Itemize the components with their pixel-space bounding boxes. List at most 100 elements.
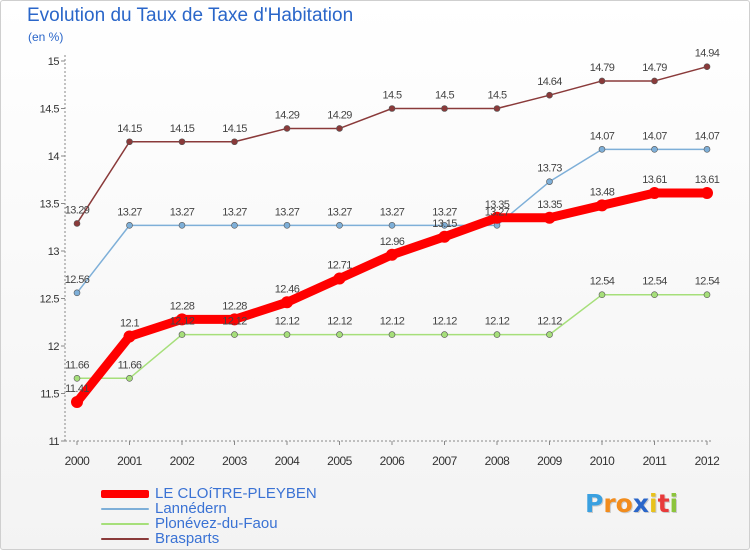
x-tick-label: 2008 bbox=[485, 454, 511, 468]
chart-title: Evolution du Taux de Taxe d'Habitation bbox=[27, 5, 354, 26]
y-tick-label: 11 bbox=[49, 436, 60, 448]
data-label: 12.12 bbox=[537, 316, 562, 328]
data-point bbox=[283, 125, 291, 132]
data-label: 12.12 bbox=[222, 316, 247, 328]
data-point bbox=[546, 91, 553, 99]
data-point bbox=[71, 396, 83, 409]
data-point bbox=[546, 178, 553, 185]
data-point bbox=[648, 187, 661, 200]
data-label: 13.27 bbox=[485, 206, 510, 218]
x-tick-label: 2011 bbox=[643, 454, 668, 468]
data-label: 13.27 bbox=[432, 206, 457, 218]
legend-swatch bbox=[101, 522, 149, 525]
series-3 bbox=[73, 63, 711, 227]
series-0 bbox=[71, 187, 713, 409]
logo-letter: t bbox=[657, 489, 670, 518]
data-label: 11.66 bbox=[118, 359, 142, 371]
data-point bbox=[441, 331, 448, 338]
chart-unit-label: (en %) bbox=[28, 30, 64, 44]
logo-letter: i bbox=[669, 489, 679, 518]
proxiti-logo: Proxiti bbox=[585, 489, 678, 518]
data-point bbox=[281, 296, 293, 309]
data-point bbox=[231, 331, 238, 338]
y-tick-label: 13.5 bbox=[40, 199, 60, 211]
data-point bbox=[73, 374, 81, 382]
data-point bbox=[598, 291, 606, 299]
legend-swatch bbox=[101, 489, 149, 498]
data-point bbox=[336, 125, 343, 132]
data-point bbox=[178, 138, 186, 146]
series-2 bbox=[73, 291, 711, 382]
data-label: 12.54 bbox=[642, 276, 667, 288]
data-point bbox=[336, 222, 343, 229]
data-point bbox=[703, 291, 711, 299]
data-point bbox=[438, 230, 451, 243]
data-label: 14.07 bbox=[590, 130, 615, 142]
data-label: 13.35 bbox=[485, 199, 510, 211]
data-label: 12.12 bbox=[170, 316, 195, 328]
legend-item: Lannédern bbox=[101, 500, 317, 517]
data-label: 13.61 bbox=[642, 174, 667, 186]
data-label: 12.12 bbox=[327, 316, 352, 328]
series-1 bbox=[73, 146, 711, 297]
data-point bbox=[73, 220, 81, 227]
data-label: 14.15 bbox=[222, 123, 247, 135]
x-tick-label: 2002 bbox=[170, 454, 196, 468]
data-label: 13.61 bbox=[695, 174, 720, 186]
data-label: 13.27 bbox=[117, 206, 142, 218]
data-label: 12.46 bbox=[275, 283, 300, 295]
x-tick-label: 2007 bbox=[432, 454, 458, 468]
data-label: 14.79 bbox=[642, 62, 667, 74]
chart-legend: LE CLOíTRE-PLEYBEN Lannédern Plonévez-du-F… bbox=[101, 485, 317, 547]
data-label: 14.07 bbox=[642, 130, 667, 142]
data-point bbox=[543, 211, 556, 224]
data-label: 14.5 bbox=[435, 90, 454, 102]
data-label: 13.27 bbox=[275, 206, 300, 218]
data-point bbox=[178, 222, 186, 229]
data-point bbox=[701, 187, 713, 200]
data-label: 13.27 bbox=[222, 206, 247, 218]
data-label: 13.15 bbox=[432, 218, 457, 230]
y-tick-label: 12.5 bbox=[40, 294, 60, 306]
data-point bbox=[176, 313, 188, 326]
data-label: 12.54 bbox=[590, 276, 615, 288]
data-point bbox=[491, 211, 503, 224]
data-point bbox=[596, 199, 608, 212]
x-tick-label: 2001 bbox=[117, 454, 143, 468]
data-label: 12.28 bbox=[170, 300, 195, 312]
data-point bbox=[333, 272, 346, 285]
data-label: 12.96 bbox=[380, 236, 405, 248]
data-point bbox=[546, 331, 553, 338]
y-tick-label: 12 bbox=[48, 341, 60, 353]
data-point bbox=[388, 222, 396, 229]
data-point bbox=[228, 313, 241, 326]
series-line bbox=[76, 148, 708, 294]
data-point bbox=[493, 105, 501, 112]
data-label: 12.12 bbox=[380, 316, 405, 328]
data-point bbox=[388, 105, 396, 112]
data-point bbox=[126, 138, 133, 146]
data-label: 13.35 bbox=[537, 199, 562, 211]
data-label: 14.5 bbox=[382, 90, 401, 102]
x-tick-label: 2010 bbox=[590, 454, 616, 468]
y-tick-label: 13 bbox=[48, 246, 60, 258]
logo-letter: o bbox=[615, 489, 633, 518]
y-tick-label: 11.5 bbox=[40, 389, 59, 401]
data-label: 13.48 bbox=[590, 186, 615, 198]
x-tick-label: 2005 bbox=[327, 454, 353, 468]
data-point bbox=[231, 138, 238, 146]
y-tick-label: 14.5 bbox=[40, 104, 60, 116]
data-label: 14.07 bbox=[695, 130, 720, 142]
data-label: 14.64 bbox=[537, 76, 562, 88]
legend-item: Plonévez-du-Faou bbox=[101, 515, 317, 532]
x-tick-label: 2006 bbox=[380, 454, 406, 468]
data-point bbox=[598, 146, 606, 153]
data-point bbox=[703, 146, 711, 153]
data-label: 12.28 bbox=[222, 300, 247, 312]
data-point bbox=[231, 222, 238, 229]
data-point bbox=[441, 105, 448, 112]
data-label: 12.54 bbox=[695, 276, 720, 288]
y-tick-label: 14 bbox=[48, 151, 60, 163]
